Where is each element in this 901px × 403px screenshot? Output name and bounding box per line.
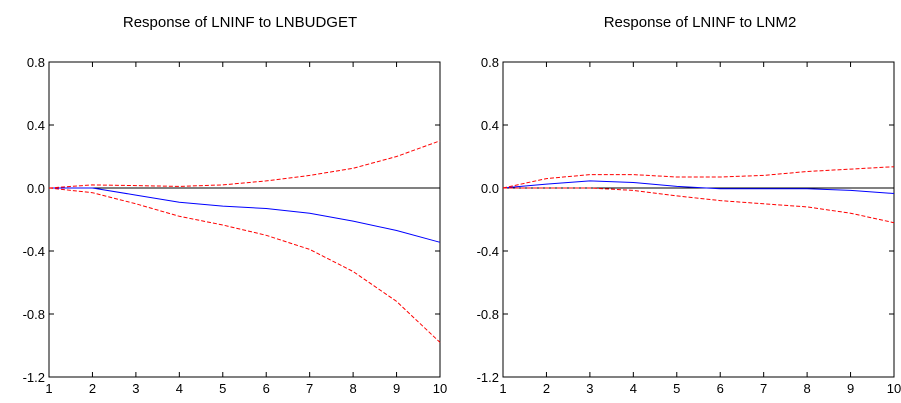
x-tick-label: 6 xyxy=(717,381,724,396)
x-tick-label: 3 xyxy=(586,381,593,396)
x-tick-label: 6 xyxy=(263,381,270,396)
y-tick-label: 0.4 xyxy=(27,118,45,133)
y-tick-label: -0.4 xyxy=(477,244,499,259)
x-tick-label: 8 xyxy=(803,381,810,396)
y-tick-label: -0.8 xyxy=(477,307,499,322)
x-tick-label: 10 xyxy=(433,381,447,396)
response-series-line xyxy=(49,187,441,243)
x-tick-label: 4 xyxy=(630,381,637,396)
lower-series-line xyxy=(503,187,895,224)
x-tick-label: 4 xyxy=(176,381,183,396)
x-tick-label: 7 xyxy=(306,381,313,396)
x-tick-label: 3 xyxy=(132,381,139,396)
x-tick-label: 1 xyxy=(45,381,52,396)
upper-series-line xyxy=(502,166,895,189)
x-tick-label: 9 xyxy=(393,381,400,396)
y-tick-label: -1.2 xyxy=(23,370,45,385)
chart-title: Response of LNINF to LNM2 xyxy=(604,14,797,31)
y-tick-label: -1.2 xyxy=(477,370,499,385)
x-tick-label: 2 xyxy=(89,381,96,396)
y-tick-label: 0.0 xyxy=(27,181,45,196)
x-tick-label: 7 xyxy=(760,381,767,396)
x-tick-label: 8 xyxy=(349,381,356,396)
chart-panel-lnbudget: Response of LNINF to LNBUDGET 0.8 0.4 0.0 -… xyxy=(23,14,448,396)
y-tick-label: 0.8 xyxy=(481,55,499,70)
x-tick-label: 5 xyxy=(673,381,680,396)
plot-frame xyxy=(48,61,441,378)
chart-panel-lnm2: Response of LNINF to LNM2 0.8 0.4 0.0 -0.4 -… xyxy=(477,14,901,396)
x-tick-label: 5 xyxy=(219,381,226,396)
x-tick-label: 10 xyxy=(887,381,901,396)
upper-series-line xyxy=(48,140,441,189)
y-tick-label: 0.8 xyxy=(27,55,45,70)
y-tick-label: 0.0 xyxy=(481,181,499,196)
plot-frame xyxy=(502,61,895,378)
chart-title: Response of LNINF to LNBUDGET xyxy=(123,14,357,31)
x-tick-label: 1 xyxy=(499,381,506,396)
x-tick-label: 2 xyxy=(543,381,550,396)
y-tick-label: 0.4 xyxy=(481,118,499,133)
response-series-line xyxy=(502,180,895,194)
lower-series-line xyxy=(48,187,441,343)
x-tick-label: 9 xyxy=(847,381,854,396)
y-tick-label: -0.4 xyxy=(23,244,45,259)
y-tick-label: -0.8 xyxy=(23,307,45,322)
